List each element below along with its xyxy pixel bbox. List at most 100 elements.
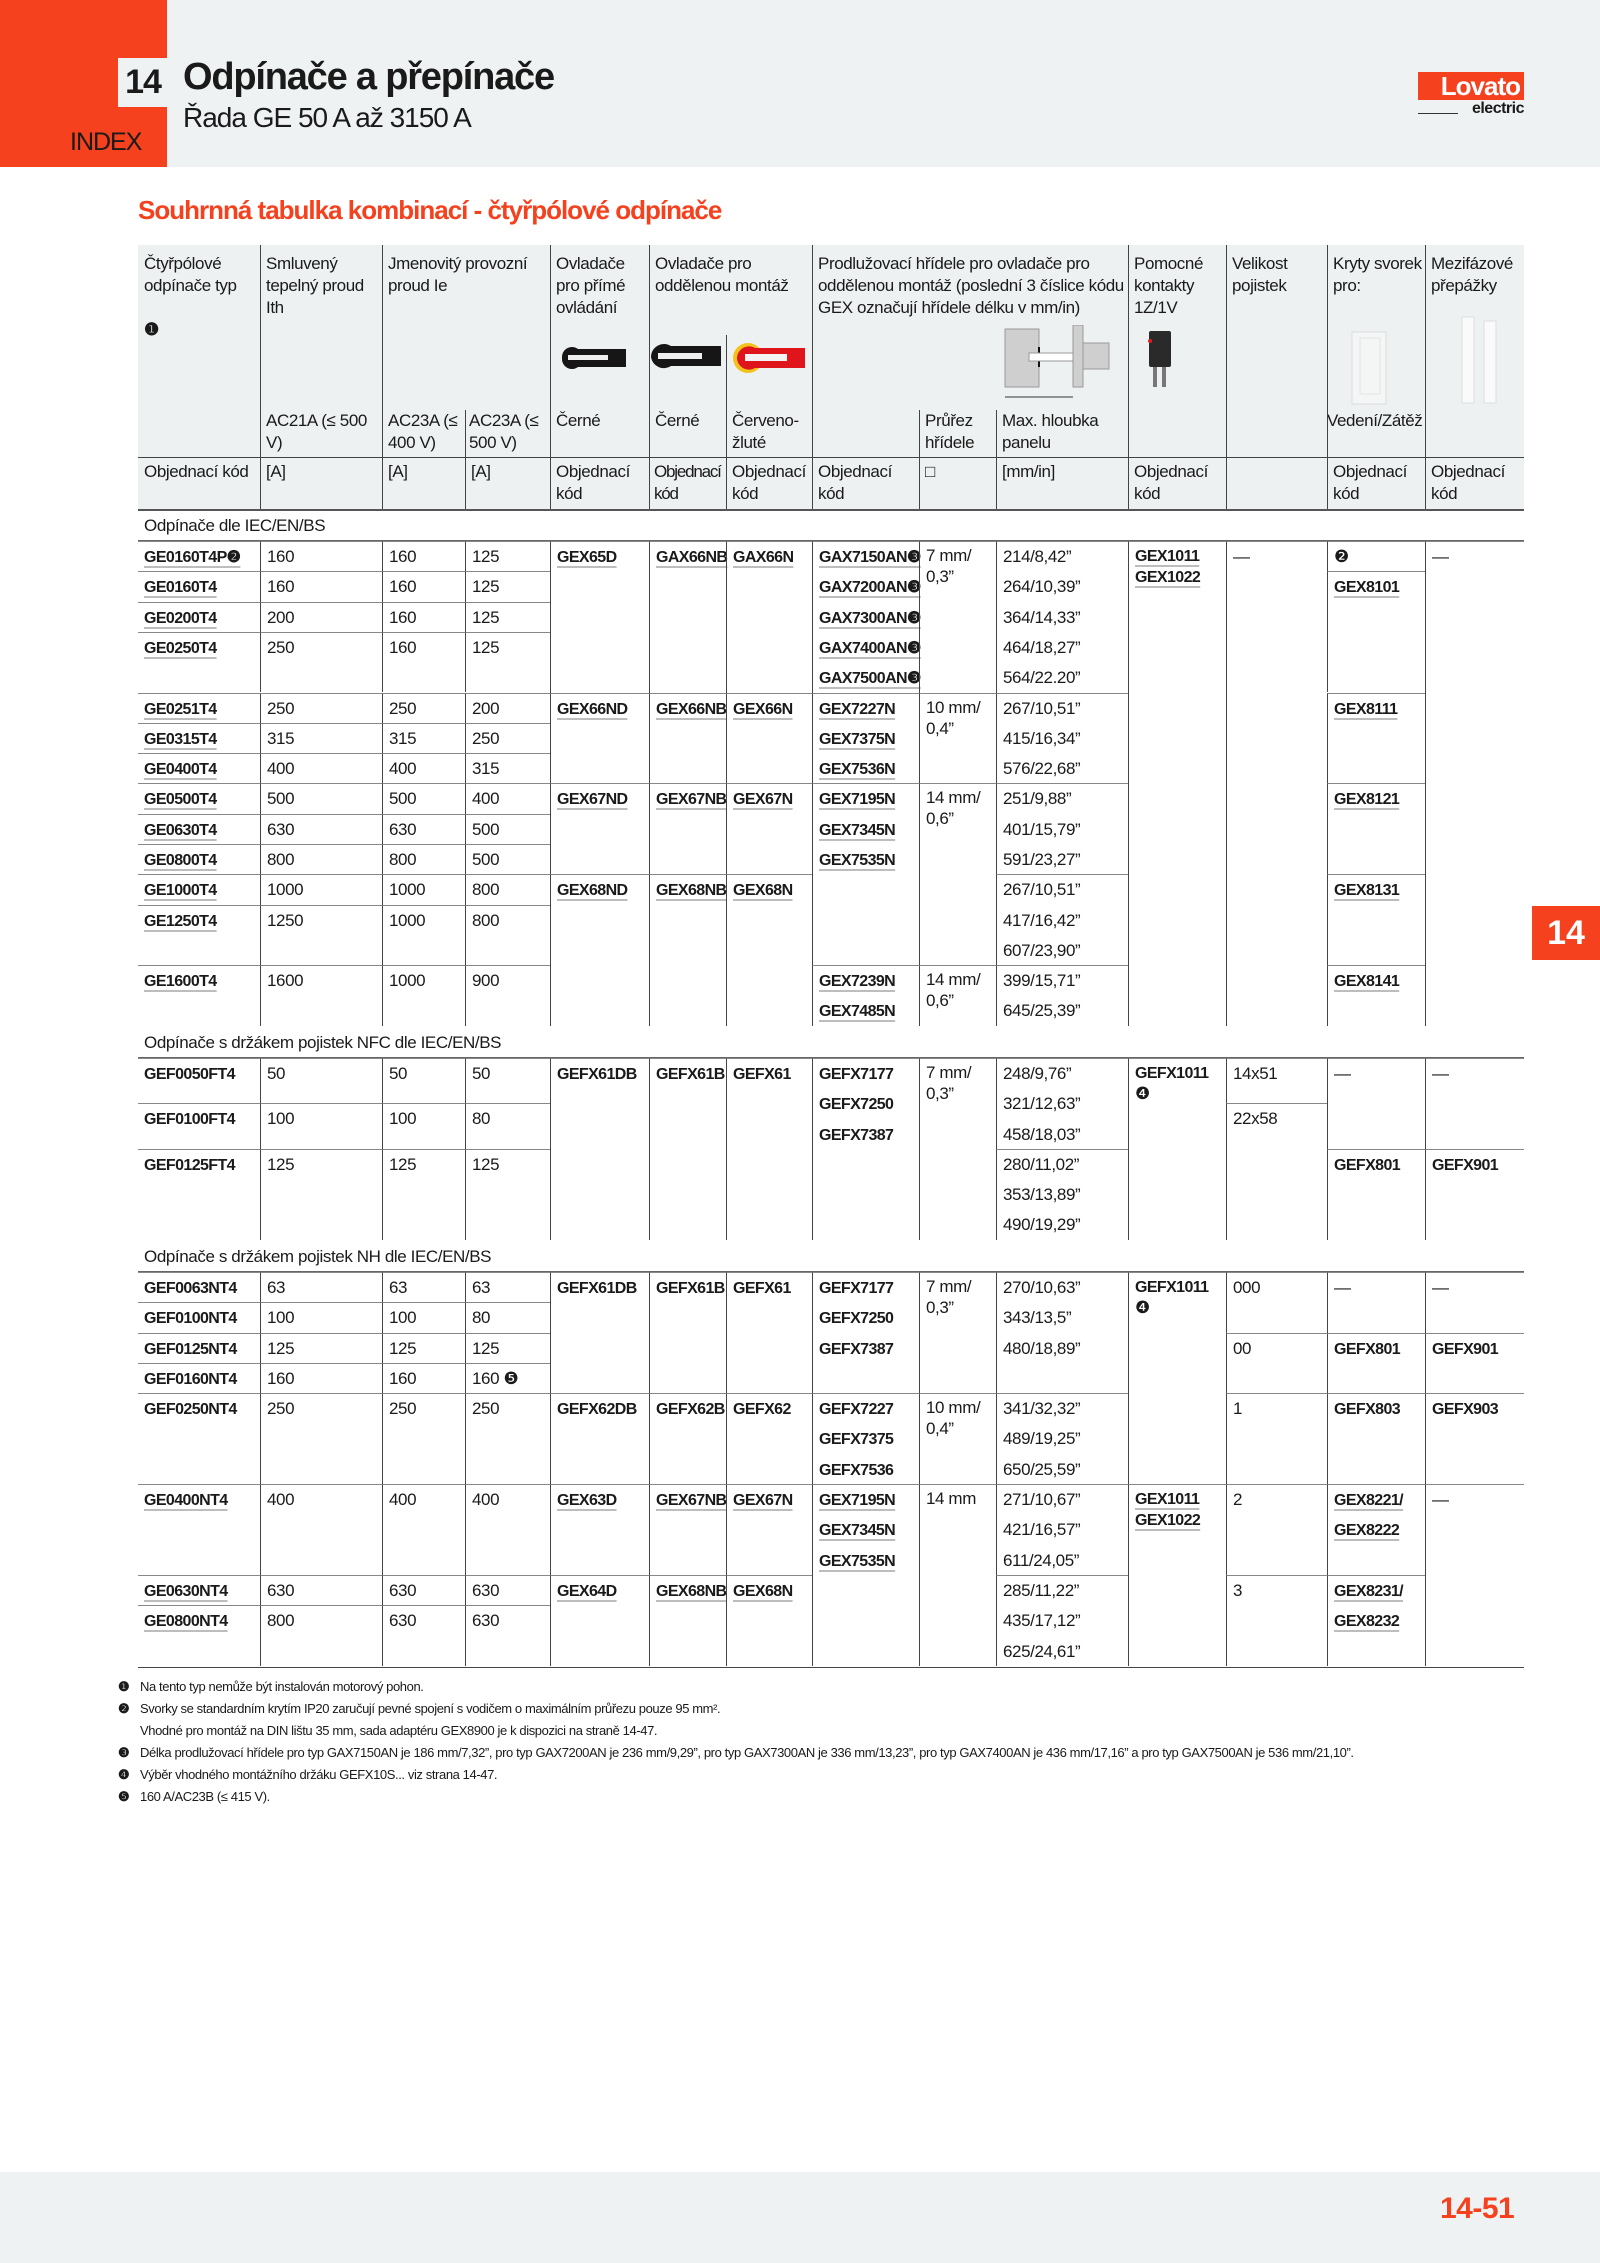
product-code[interactable]: GE0200T4 — [144, 609, 217, 627]
covers-value[interactable]: GEX8101 — [1334, 579, 1400, 597]
shaft-codes-value[interactable]: GAX7400AN❸ — [819, 639, 921, 657]
shaft-codes-value[interactable]: GEX7227N — [819, 700, 896, 718]
aux-value[interactable]: GEX1011 — [1135, 1491, 1200, 1509]
product-code[interactable]: GE0250T4 — [144, 639, 217, 657]
shaft-codes-value[interactable]: GEX7375N — [819, 730, 896, 748]
product-code[interactable]: GE0315T4 — [144, 730, 217, 748]
barriers-value[interactable]: GEFX901 — [1432, 1156, 1499, 1174]
product-code[interactable]: GE1250T4 — [144, 912, 217, 930]
handle-code[interactable]: GEFX62DB — [557, 1401, 637, 1419]
handle-code[interactable]: GAX66NB — [656, 549, 728, 566]
shaft-codes-value[interactable]: GEX7239N — [819, 973, 896, 991]
covers-value[interactable]: GEX8231/ — [1334, 1583, 1404, 1600]
shaft-codes-value[interactable]: GEX7485N — [819, 1003, 896, 1021]
covers-value[interactable]: GEX8141 — [1334, 973, 1400, 991]
product-code[interactable]: GEF0100FT4 — [144, 1111, 236, 1129]
shaft-codes-value[interactable]: GAX7500AN❸ — [819, 670, 921, 688]
covers-value[interactable]: GEX8222 — [1334, 1522, 1400, 1540]
product-code[interactable]: GEF0250NT4 — [144, 1401, 237, 1419]
handle-code[interactable]: GEX66N — [733, 700, 793, 718]
handle-code[interactable]: GEFX62 — [733, 1401, 791, 1419]
handle-code[interactable]: GEX67NB — [656, 791, 727, 809]
product-code[interactable]: GE0500T4 — [144, 791, 217, 809]
handle-code[interactable]: GEFX62B — [656, 1401, 725, 1419]
shaft-codes-value[interactable]: GAX7150AN❸ — [819, 549, 921, 566]
aux-value[interactable]: GEFX1011 — [1135, 1065, 1209, 1082]
handle-code[interactable]: GEX68ND — [557, 882, 628, 900]
covers-value[interactable]: GEX8121 — [1334, 791, 1400, 809]
handle-code[interactable]: GEX68N — [733, 882, 793, 900]
product-code[interactable]: GE0630NT4 — [144, 1583, 228, 1600]
product-code[interactable]: GE0160T4 — [144, 579, 217, 597]
covers-value[interactable]: GEFX801 — [1334, 1156, 1401, 1174]
shaft-codes-value[interactable]: GEX7195N — [819, 1492, 896, 1510]
product-code[interactable]: GEF0125NT4 — [144, 1340, 237, 1358]
shaft-codes-value[interactable]: GEFX7536 — [819, 1461, 894, 1479]
shaft-codes-value[interactable]: GAX7300AN❸ — [819, 609, 921, 627]
shaft-codes-value[interactable]: GEX7345N — [819, 1522, 896, 1540]
aux-value[interactable]: GEX1022 — [1135, 1512, 1201, 1530]
product-code[interactable]: GEF0125FT4 — [144, 1156, 236, 1174]
product-code[interactable]: GE0800NT4 — [144, 1613, 228, 1631]
handle-code[interactable]: GEX68NB — [656, 882, 727, 900]
product-code[interactable]: GEF0100NT4 — [144, 1310, 237, 1328]
covers-value[interactable]: GEX8131 — [1334, 882, 1400, 900]
aux-value[interactable]: GEFX1011 — [1135, 1279, 1209, 1296]
handle-code[interactable]: GEX65D — [557, 549, 617, 566]
handle-code[interactable]: GEX67ND — [557, 791, 628, 809]
shaft-codes-value[interactable]: GEFX7250 — [819, 1310, 894, 1328]
handle-code[interactable]: GEX68N — [733, 1583, 793, 1600]
covers-value[interactable]: GEX8111 — [1334, 700, 1398, 718]
handle-code[interactable]: GAX66N — [733, 549, 794, 566]
product-code[interactable]: GEF0063NT4 — [144, 1280, 237, 1297]
covers-value[interactable]: GEFX803 — [1334, 1401, 1401, 1419]
aux-value[interactable]: GEX1022 — [1135, 569, 1201, 586]
shaft-codes-value[interactable]: GEX7536N — [819, 761, 896, 779]
shaft-codes-value[interactable]: GEX7345N — [819, 821, 896, 839]
product-code[interactable]: GE0251T4 — [144, 700, 217, 718]
index-link[interactable]: INDEX — [70, 128, 142, 156]
handle-code[interactable]: GEFX61B — [656, 1280, 725, 1297]
handle-code[interactable]: GEX64D — [557, 1583, 617, 1600]
shaft-codes-value[interactable]: GEX7195N — [819, 791, 896, 809]
aux-value[interactable]: GEX1011 — [1135, 548, 1200, 565]
shaft-codes-value[interactable]: GEFX7177 — [819, 1066, 894, 1083]
shaft-codes-value[interactable]: GEX7535N — [819, 1552, 896, 1570]
shaft-codes-value[interactable]: GEFX7375 — [819, 1431, 894, 1449]
shaft-codes-value[interactable]: GAX7200AN❸ — [819, 579, 921, 597]
covers-value[interactable]: GEX8232 — [1334, 1613, 1400, 1631]
product-code[interactable]: GEF0050FT4 — [144, 1066, 236, 1083]
product-code[interactable]: GEF0160NT4 — [144, 1370, 237, 1388]
handle-code[interactable]: GEFX61DB — [557, 1066, 637, 1083]
product-code[interactable]: GE0400NT4 — [144, 1492, 228, 1510]
shaft-codes-value[interactable]: GEX7535N — [819, 851, 896, 869]
product-code[interactable]: GE1600T4 — [144, 973, 217, 991]
value: 160 — [267, 547, 295, 566]
handle-code[interactable]: GEFX61 — [733, 1280, 791, 1297]
shaft-codes-value[interactable]: GEFX7227 — [819, 1401, 894, 1419]
handle-code[interactable]: GEFX61DB — [557, 1280, 637, 1297]
shaft-codes-value[interactable]: GEFX7387 — [819, 1126, 894, 1144]
handle-code[interactable]: GEX67NB — [656, 1492, 727, 1510]
handle-code[interactable]: GEX67N — [733, 1492, 793, 1510]
handle-code[interactable]: GEX66ND — [557, 700, 628, 718]
handle-code[interactable]: GEX66NB — [656, 700, 727, 718]
product-code[interactable]: GE0630T4 — [144, 821, 217, 839]
barriers-value[interactable]: GEFX901 — [1432, 1340, 1499, 1358]
shaft-codes-value[interactable]: GEFX7387 — [819, 1340, 894, 1358]
handle-code[interactable]: GEFX61 — [733, 1066, 791, 1083]
barriers-value[interactable]: GEFX903 — [1432, 1401, 1499, 1419]
product-code[interactable]: GE1000T4 — [144, 882, 217, 900]
product-code[interactable]: GE0160T4P❷ — [144, 549, 241, 566]
covers-value[interactable]: GEFX801 — [1334, 1340, 1401, 1358]
chapter-side-tab[interactable]: 14 — [1532, 906, 1600, 960]
shaft-codes-value[interactable]: GEFX7177 — [819, 1280, 894, 1297]
product-code[interactable]: GE0400T4 — [144, 761, 217, 779]
handle-code[interactable]: GEX63D — [557, 1492, 617, 1510]
covers-value[interactable]: GEX8221/ — [1334, 1492, 1404, 1510]
shaft-codes-value[interactable]: GEFX7250 — [819, 1096, 894, 1114]
handle-code[interactable]: GEX68NB — [656, 1583, 727, 1600]
handle-code[interactable]: GEX67N — [733, 791, 793, 809]
product-code[interactable]: GE0800T4 — [144, 852, 217, 869]
handle-code[interactable]: GEFX61B — [656, 1066, 725, 1083]
